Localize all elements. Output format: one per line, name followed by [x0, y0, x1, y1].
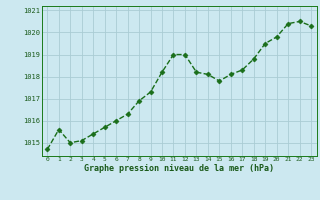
X-axis label: Graphe pression niveau de la mer (hPa): Graphe pression niveau de la mer (hPa) [84, 164, 274, 173]
